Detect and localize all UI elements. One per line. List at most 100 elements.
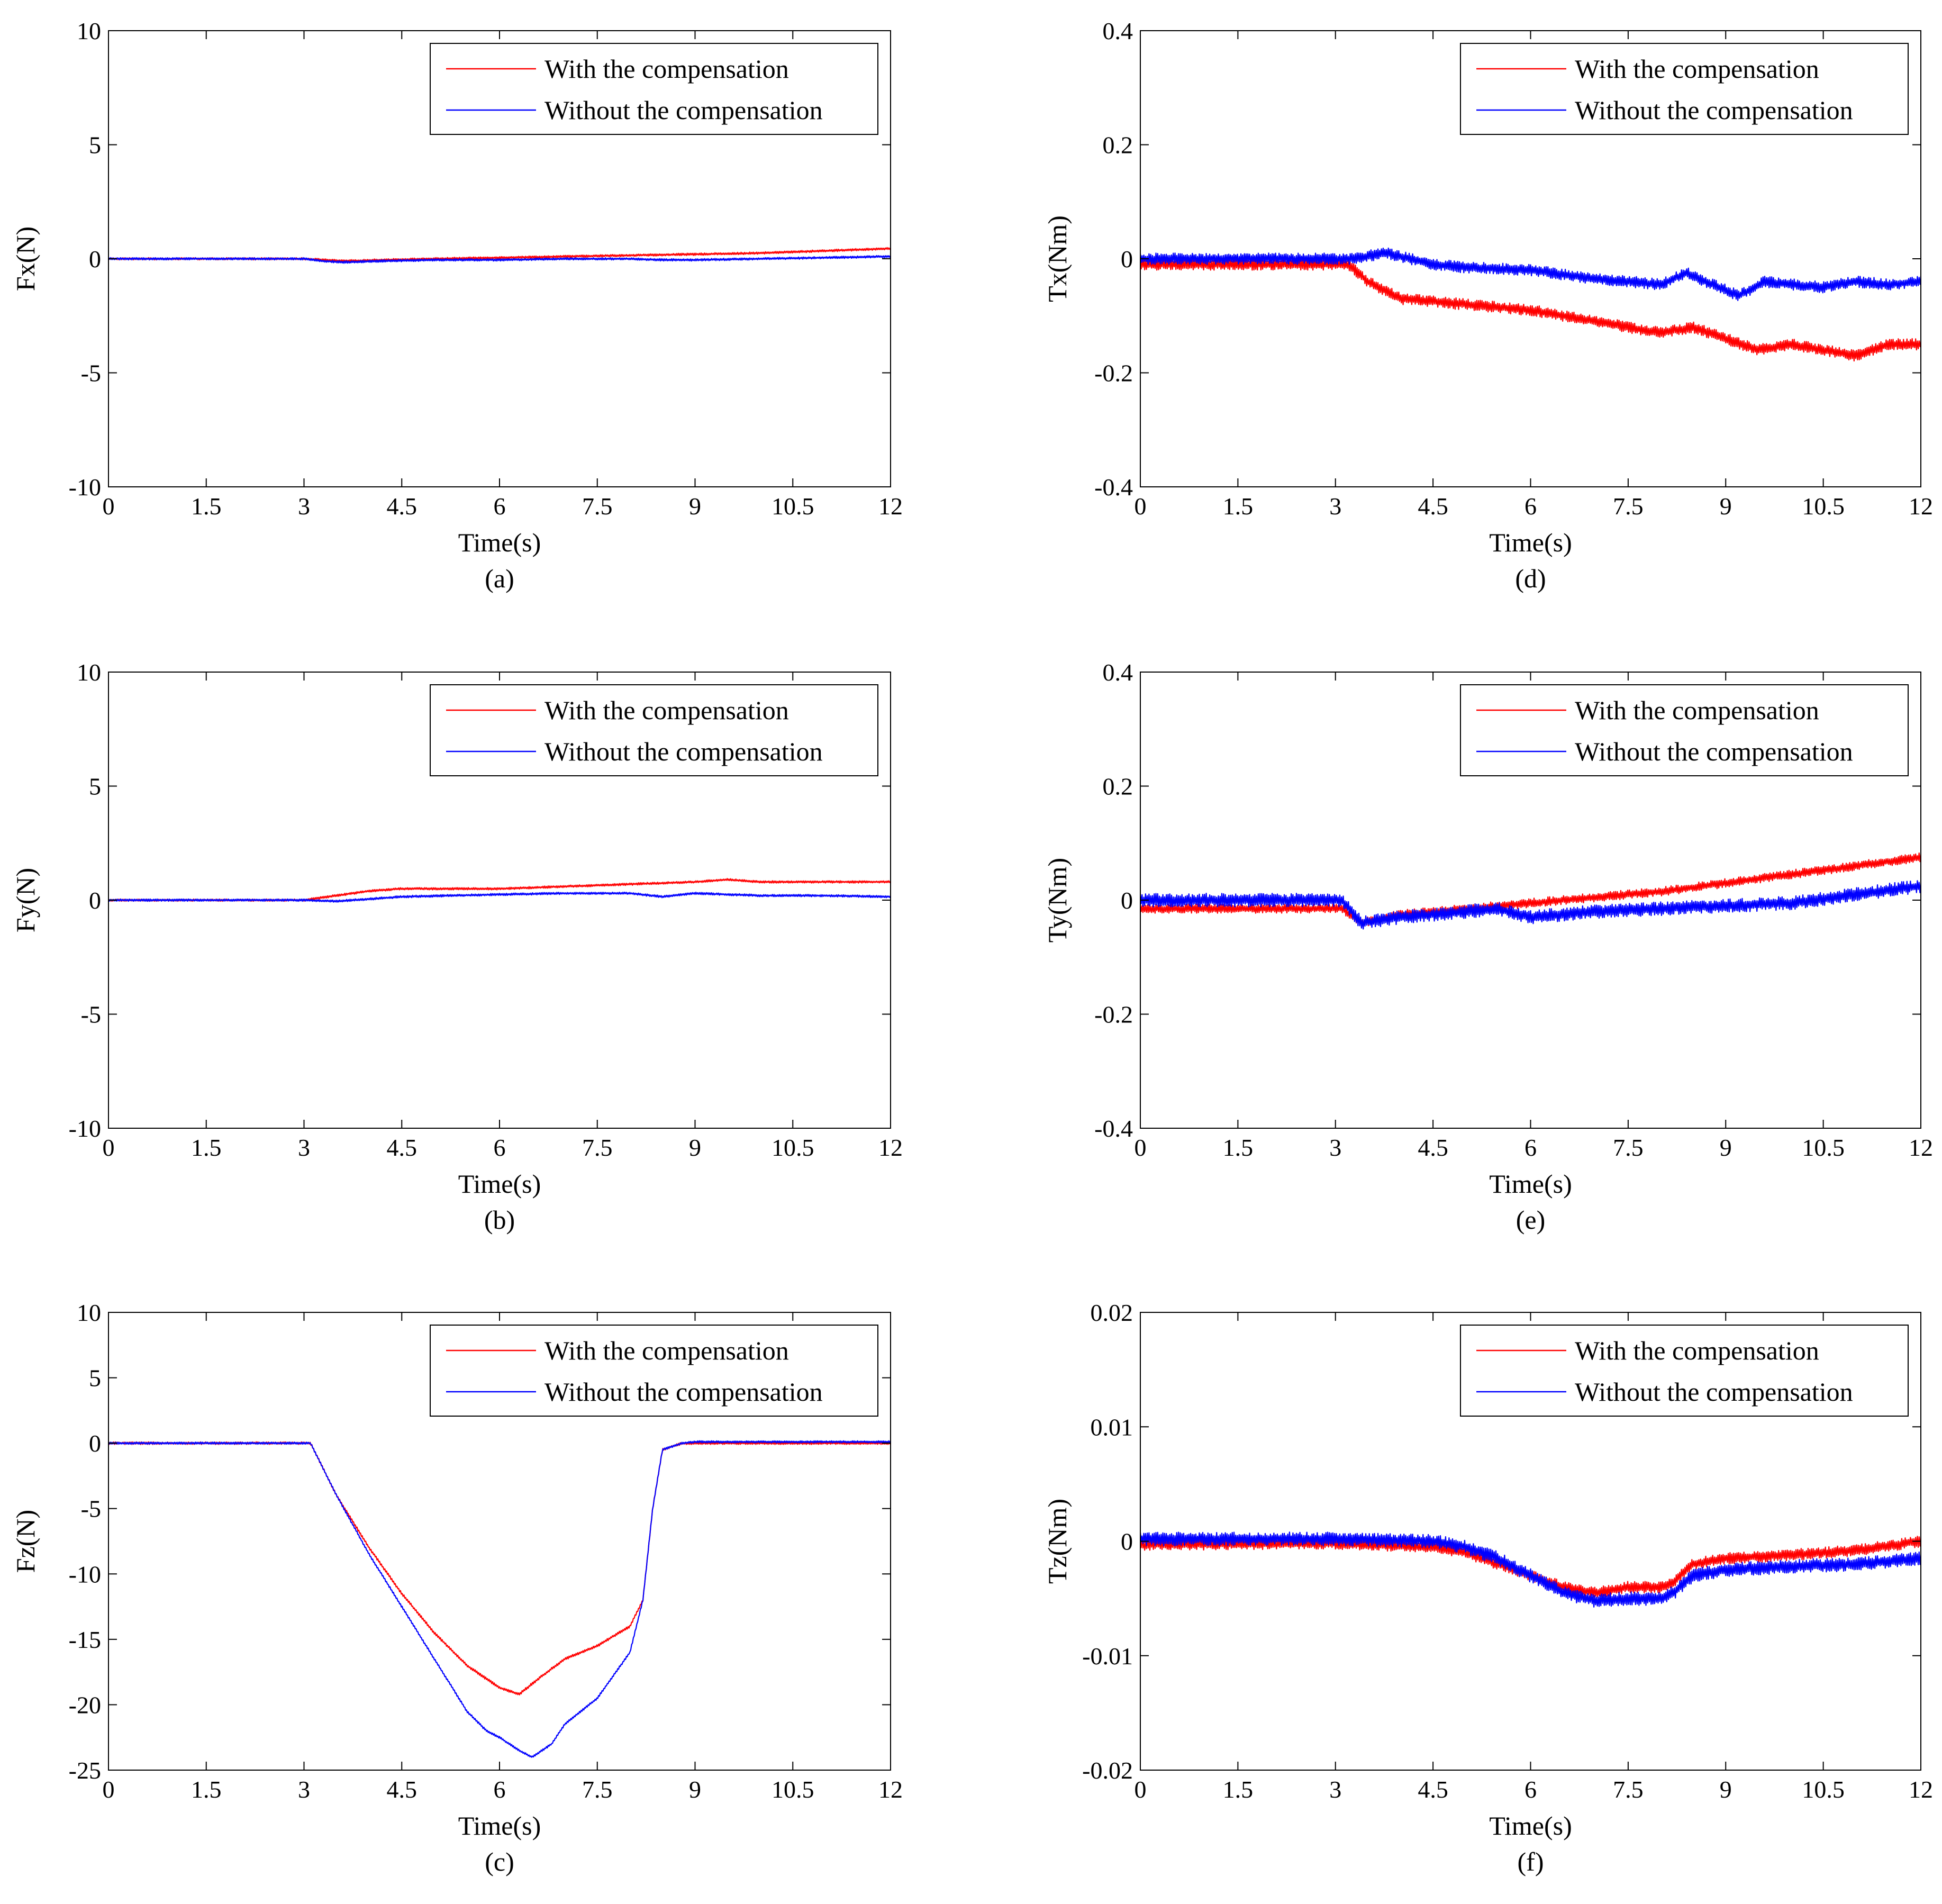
x-tick-label: 12 — [1909, 1134, 1933, 1161]
subfigure-caption: (b) — [484, 1205, 515, 1235]
x-tick-label: 1.5 — [1223, 1776, 1254, 1803]
subfigure-caption: (a) — [485, 564, 514, 593]
x-tick-label: 0 — [1135, 493, 1147, 520]
series-line-without-compensation — [108, 1440, 891, 1758]
chart-e: 0 1.5 3 4.5 6 7.5 9 10.5 12 -0.4 -0.2 0 0.2 0.4 Time(s… — [1042, 659, 1933, 1235]
series-line-without-compensation — [1140, 1531, 1921, 1608]
y-tick-label: 0 — [1121, 887, 1133, 914]
x-tick-label: 9 — [689, 1776, 701, 1803]
y-axis-label: Fz(N) — [11, 1510, 40, 1573]
x-tick-label: 0 — [103, 1134, 115, 1161]
y-tick-label: -5 — [81, 1495, 101, 1522]
y-tick-label: -5 — [81, 360, 101, 387]
x-tick-label: 0 — [103, 493, 115, 520]
x-tick-label: 12 — [1909, 1776, 1933, 1803]
y-tick-label: 0.4 — [1103, 17, 1133, 44]
x-axis-label: Time(s) — [1489, 528, 1572, 557]
chart-b: 0 1.5 3 4.5 6 7.5 9 10.5 12 -10 -5 0 5 10 Time(s) (b) Fy… — [11, 659, 903, 1235]
y-tick-label: 5 — [89, 132, 101, 159]
x-axis-label: Time(s) — [458, 528, 541, 557]
chart-a: 0 1.5 3 4.5 6 7.5 9 10.5 12 -10 -5 0 5 10 Time(s) (a) Fx… — [11, 17, 903, 593]
x-tick-label: 12 — [878, 1134, 903, 1161]
y-tick-label: -15 — [69, 1626, 101, 1653]
x-tick-label: 7.5 — [1613, 1776, 1644, 1803]
series-group — [1140, 247, 1921, 362]
series-group — [1140, 852, 1921, 930]
y-tick-label: 0 — [89, 246, 101, 273]
y-tick-label: 0 — [1121, 1528, 1133, 1555]
x-tick-label: 1.5 — [191, 493, 222, 520]
x-tick-label: 4.5 — [387, 493, 418, 520]
y-tick-label: 10 — [77, 659, 101, 686]
x-tick-label: 6 — [494, 1776, 506, 1803]
chart-f: 0 1.5 3 4.5 6 7.5 9 10.5 12 -0.02 -0.01 0 0.01 0.02 Ti… — [1042, 1299, 1933, 1876]
legend-label-without-compensation: Without the compensation — [1575, 1377, 1853, 1407]
x-tick-label: 6 — [1524, 493, 1537, 520]
y-tick-label: 10 — [77, 17, 101, 44]
y-axis-label: Ty(Nm) — [1042, 858, 1072, 942]
y-tick-label: -0.02 — [1082, 1757, 1133, 1784]
legend-label-with-compensation: With the compensation — [1575, 695, 1819, 725]
x-tick-label: 9 — [1720, 493, 1732, 520]
x-tick-label: 6 — [494, 1134, 506, 1161]
x-tick-label: 1.5 — [191, 1134, 222, 1161]
subfigure-caption: (e) — [1516, 1205, 1546, 1235]
y-tick-label: 0.2 — [1103, 132, 1133, 159]
x-axis-label: Time(s) — [458, 1169, 541, 1199]
series-group — [1140, 1531, 1921, 1608]
x-tick-label: 10.5 — [772, 493, 814, 520]
y-tick-label: -0.4 — [1094, 474, 1133, 501]
x-tick-label: 7.5 — [582, 1776, 613, 1803]
y-tick-label: 5 — [89, 1365, 101, 1392]
y-tick-label: -0.01 — [1082, 1643, 1133, 1670]
x-tick-label: 3 — [1329, 493, 1341, 520]
series-line-with-compensation — [1140, 852, 1921, 927]
legend-box — [1460, 1325, 1909, 1417]
x-tick-label: 0 — [1135, 1134, 1147, 1161]
x-tick-label: 0 — [1135, 1776, 1147, 1803]
y-tick-label: 0 — [1121, 246, 1133, 273]
y-tick-label: 0.2 — [1103, 773, 1133, 800]
legend-box — [430, 1325, 878, 1417]
x-tick-label: 9 — [1720, 1776, 1732, 1803]
subfigure-caption: (f) — [1518, 1847, 1544, 1876]
y-axis-label: Tz(Nm) — [1042, 1499, 1072, 1584]
y-tick-label: 0 — [89, 1430, 101, 1457]
x-tick-label: 12 — [878, 493, 903, 520]
series-group — [108, 247, 891, 264]
x-tick-label: 1.5 — [1223, 1134, 1254, 1161]
y-tick-label: -10 — [69, 1561, 101, 1588]
y-tick-label: -0.2 — [1094, 360, 1133, 387]
series-group — [108, 1440, 891, 1758]
x-tick-label: 4.5 — [1418, 493, 1448, 520]
x-tick-label: 3 — [298, 493, 310, 520]
x-axis-label: Time(s) — [1489, 1169, 1572, 1199]
y-tick-label: 0.4 — [1103, 659, 1133, 686]
legend-label-with-compensation: With the compensation — [1575, 1336, 1819, 1365]
x-tick-label: 10.5 — [1802, 1134, 1845, 1161]
x-tick-label: 7.5 — [1613, 1134, 1644, 1161]
legend-label-without-compensation: Without the compensation — [545, 1377, 823, 1407]
y-tick-label: -20 — [69, 1691, 101, 1718]
x-tick-label: 10.5 — [1802, 493, 1845, 520]
x-axis-label: Time(s) — [1489, 1811, 1572, 1840]
legend-label-without-compensation: Without the compensation — [545, 737, 823, 766]
legend: With the compensation Without the compens… — [430, 684, 878, 776]
x-tick-label: 10.5 — [772, 1134, 814, 1161]
x-tick-label: 6 — [1524, 1776, 1537, 1803]
legend-box — [1460, 684, 1909, 776]
series-line-without-compensation — [1140, 880, 1921, 930]
y-tick-label: 10 — [77, 1299, 101, 1326]
legend-box — [430, 43, 878, 135]
x-tick-label: 7.5 — [582, 1134, 613, 1161]
legend: With the compensation Without the compens… — [1460, 684, 1909, 776]
y-axis-label: Fx(N) — [11, 226, 40, 291]
x-tick-label: 3 — [298, 1134, 310, 1161]
x-tick-label: 4.5 — [1418, 1776, 1448, 1803]
x-tick-label: 1.5 — [191, 1776, 222, 1803]
y-tick-label: -10 — [69, 474, 101, 501]
legend-label-with-compensation: With the compensation — [545, 695, 789, 725]
chart-c: 0 1.5 3 4.5 6 7.5 9 10.5 12 -25 -20 -15 -10 -5 0 5 10 Tim… — [11, 1299, 903, 1876]
x-tick-label: 6 — [494, 493, 506, 520]
